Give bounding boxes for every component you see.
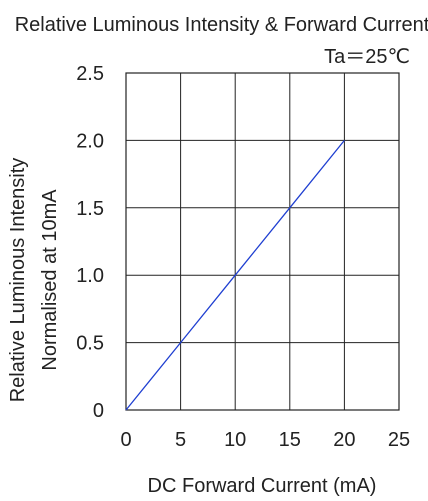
y-tick-label-3: 1.5 xyxy=(76,198,104,220)
x-tick-label-4: 20 xyxy=(333,429,355,451)
series-layer xyxy=(125,139,345,411)
y-axis-label: Relative Luminous Intensity Normalised a… xyxy=(7,158,61,403)
y-tick-label-0: 0 xyxy=(93,400,104,422)
x-tick-label-5: 25 xyxy=(388,429,410,451)
x-tick-labels: 0 5 10 15 20 25 xyxy=(120,429,410,451)
series-line-0 xyxy=(125,139,345,411)
y-axis-label-line-1: Relative Luminous Intensity xyxy=(7,158,29,403)
x-axis-label: DC Forward Current (mA) xyxy=(148,475,377,497)
y-tick-label-2: 1.0 xyxy=(76,265,104,287)
plot-frame xyxy=(125,72,400,411)
x-tick-label-0: 0 xyxy=(120,429,131,451)
y-tick-label-5: 2.5 xyxy=(76,63,104,85)
x-tick-label-1: 5 xyxy=(175,429,186,451)
chart-subtitle: Ta＝25℃ xyxy=(324,46,410,68)
y-axis-label-line-2: Normalised at 10mA xyxy=(39,189,61,371)
x-tick-label-3: 15 xyxy=(279,429,301,451)
y-tick-labels: 0 0.5 1.0 1.5 2.0 2.5 xyxy=(76,63,104,422)
y-tick-label-1: 0.5 xyxy=(76,333,104,355)
chart-title: Relative Luminous Intensity & Forward Cu… xyxy=(15,14,428,36)
x-tick-label-2: 10 xyxy=(224,429,246,451)
y-tick-label-4: 2.0 xyxy=(76,130,104,152)
